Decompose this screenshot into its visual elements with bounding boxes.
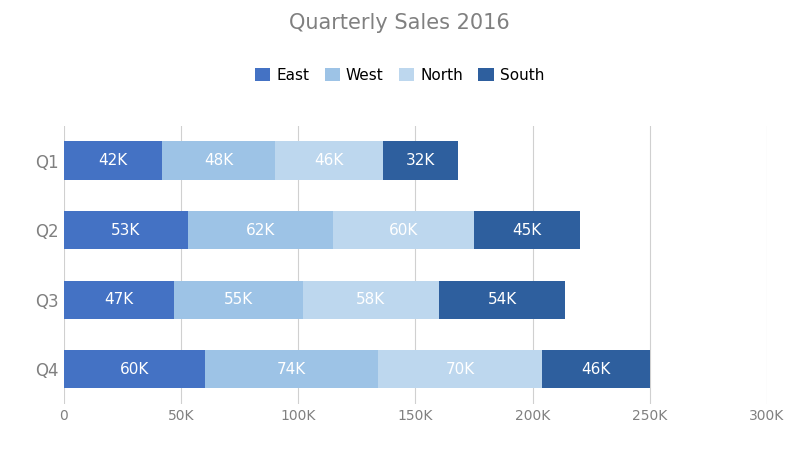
Bar [205, 350, 378, 388]
Text: 46K: 46K [581, 362, 610, 377]
Bar [64, 211, 188, 249]
Text: 60K: 60K [389, 223, 419, 238]
Bar [439, 281, 566, 319]
Bar [162, 141, 275, 180]
Bar [474, 211, 579, 249]
Text: 55K: 55K [224, 292, 253, 307]
Bar [64, 141, 162, 180]
Bar [64, 350, 205, 388]
Bar [174, 281, 303, 319]
Text: Quarterly Sales 2016: Quarterly Sales 2016 [289, 13, 510, 34]
Bar [188, 211, 333, 249]
Bar [542, 350, 650, 388]
Text: 42K: 42K [98, 153, 128, 168]
Text: 47K: 47K [105, 292, 133, 307]
Text: 70K: 70K [445, 362, 475, 377]
Text: 58K: 58K [356, 292, 386, 307]
Bar [383, 141, 458, 180]
Text: 74K: 74K [276, 362, 306, 377]
Text: 53K: 53K [111, 223, 141, 238]
Bar [378, 350, 542, 388]
Text: 46K: 46K [314, 153, 344, 168]
Text: 60K: 60K [120, 362, 149, 377]
Text: 54K: 54K [487, 292, 517, 307]
Bar [275, 141, 383, 180]
Legend: East, West, North, South: East, West, North, South [248, 62, 551, 89]
Bar [333, 211, 474, 249]
Text: 32K: 32K [405, 153, 435, 168]
Text: 48K: 48K [204, 153, 233, 168]
Bar [64, 281, 174, 319]
Text: 45K: 45K [512, 223, 542, 238]
Bar [303, 281, 439, 319]
Text: 62K: 62K [246, 223, 276, 238]
